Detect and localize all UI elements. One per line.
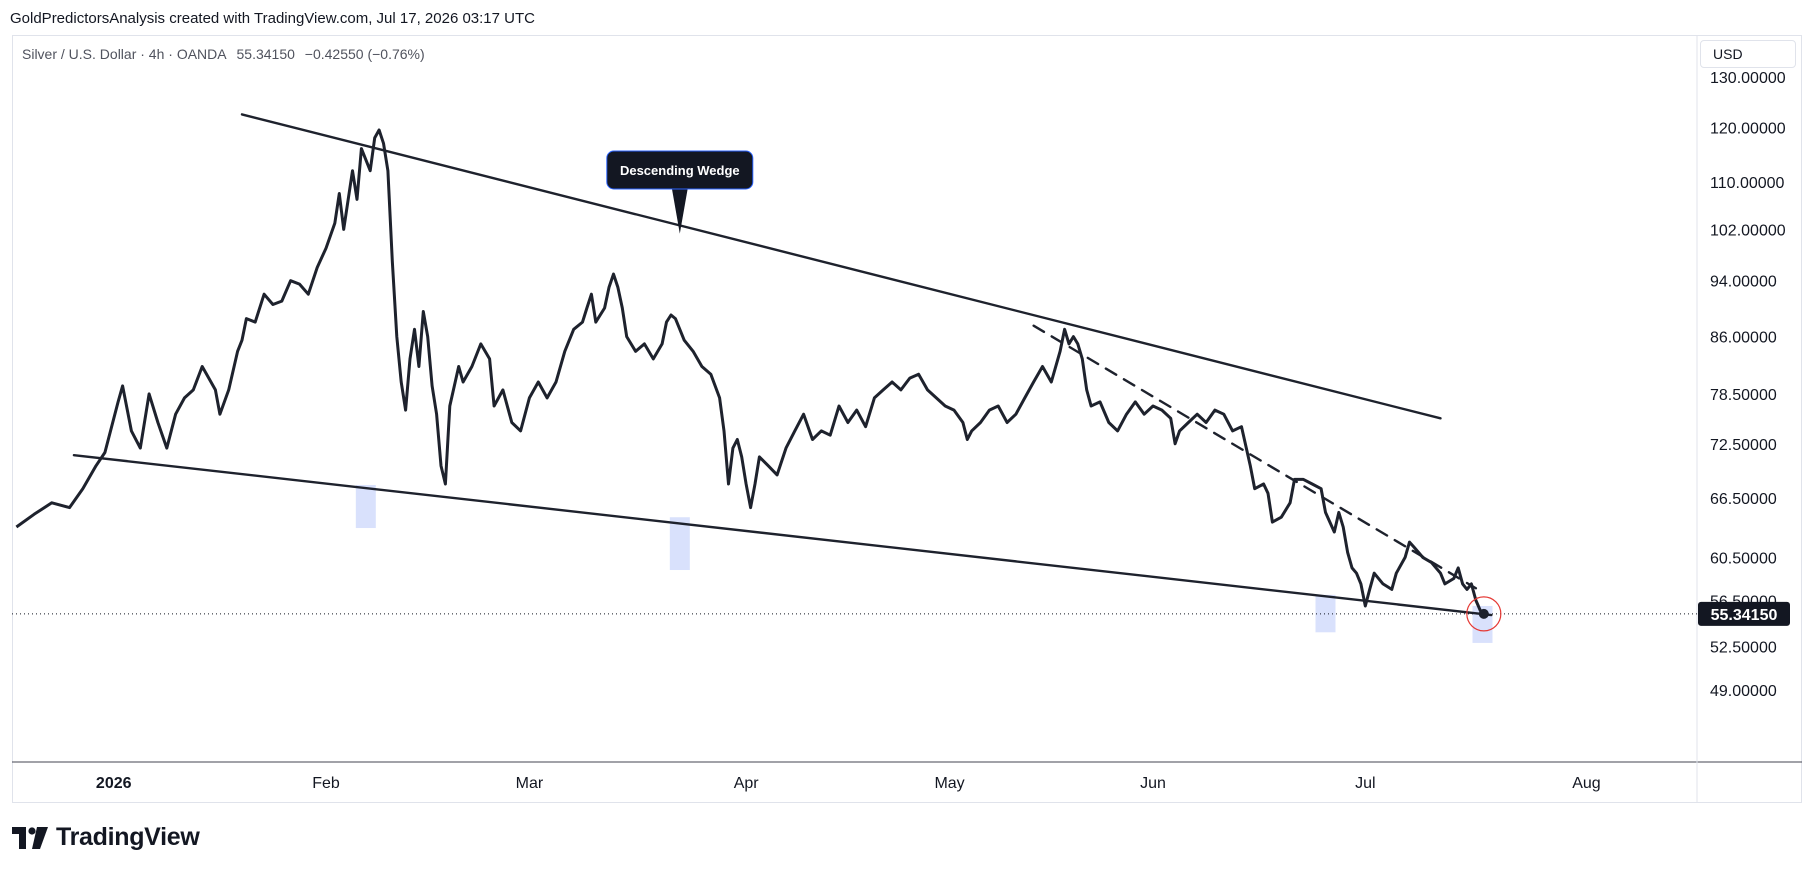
x-tick-label: Aug [1572, 775, 1600, 792]
annotation-layer: Descending Wedge [606, 150, 1502, 632]
trendline-1 [240, 113, 1442, 420]
tradingview-logo[interactable]: TradingView [12, 823, 200, 852]
callout-text: Descending Wedge [620, 163, 740, 178]
x-tick-label: Jun [1140, 775, 1166, 792]
legend-price: 55.34150 [236, 46, 295, 62]
y-tick-label: 60.50000 [1710, 550, 1777, 567]
callout-pointer [671, 188, 688, 234]
y-tick-label: 49.00000 [1710, 683, 1777, 700]
y-tick-label: 130.00000 [1710, 70, 1786, 87]
series-layer [12, 128, 1697, 615]
axes-layer [12, 36, 1802, 802]
trendline-3 [1032, 324, 1478, 590]
brand-name: TradingView [56, 823, 200, 851]
currency-button[interactable]: USD [1700, 40, 1796, 68]
y-tick-label: 110.00000 [1710, 175, 1785, 192]
x-tick-label: Apr [734, 775, 760, 792]
highlight-box-1 [355, 484, 376, 529]
trendline-2 [72, 453, 1493, 617]
tick-layer: 2026 Feb Mar Apr May Jun Jul Aug 130.00000 120.00… [96, 70, 1790, 792]
x-tick-label: Mar [516, 775, 544, 792]
legend-change: −0.42550 (−0.76%) [304, 46, 425, 62]
highlight-layer [355, 484, 1493, 643]
y-tick-label: 120.00000 [1710, 120, 1786, 137]
x-tick-label: 2026 [96, 775, 132, 792]
symbol-legend: Silver / U.S. Dollar · 4h · OANDA 55.341… [22, 46, 431, 62]
y-tick-label: 94.00000 [1710, 274, 1777, 291]
y-tick-label: 66.50000 [1710, 491, 1777, 508]
last-price-label: 55.34150 [1711, 607, 1778, 624]
tradingview-logo-icon [12, 826, 48, 849]
last-point-ring [1466, 596, 1502, 632]
last-price-label-bg [1698, 601, 1790, 626]
x-tick-label: Feb [312, 775, 340, 792]
highlight-box-3 [1315, 594, 1336, 633]
callout-box [606, 150, 754, 190]
y-tick-label: 78.50000 [1710, 387, 1777, 404]
trendline-layer [72, 113, 1493, 617]
y-tick-label: 102.00000 [1710, 222, 1786, 239]
x-tick-label: Jul [1355, 775, 1375, 792]
symbol-name: Silver / U.S. Dollar · 4h · OANDA [22, 46, 227, 62]
last-point-dot [1478, 608, 1489, 619]
chart-frame [12, 35, 1802, 803]
annotation-callout-1: Descending Wedge [606, 150, 754, 234]
y-tick-label: 72.50000 [1710, 437, 1777, 454]
chart-credit: GoldPredictorsAnalysis created with Trad… [10, 10, 535, 27]
y-tick-label: 52.50000 [1710, 639, 1777, 656]
y-tick-label: 86.00000 [1710, 330, 1777, 347]
x-tick-label: May [934, 775, 964, 792]
price-line [15, 128, 1485, 615]
highlight-box-2 [669, 517, 690, 571]
